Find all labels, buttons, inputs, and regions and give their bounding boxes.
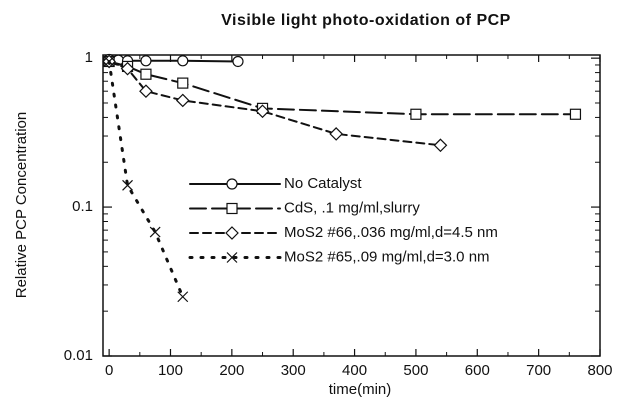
legend-marker	[226, 178, 238, 190]
marker	[140, 55, 152, 67]
legend-marker	[226, 252, 238, 263]
legend-marker	[225, 226, 239, 240]
marker	[149, 226, 161, 238]
marker	[410, 108, 422, 120]
legend-marker	[226, 202, 238, 215]
x-tick-label: 500	[403, 362, 428, 379]
x-tick-label: 800	[587, 362, 612, 379]
legend-label: CdS, .1 mg/ml,slurry	[284, 199, 420, 216]
series-line	[108, 60, 442, 147]
x-tick-label: 300	[281, 362, 306, 379]
marker	[140, 68, 152, 80]
x-tick-label: 0	[105, 362, 113, 379]
legend-label: MoS2 #65,.09 mg/ml,d=3.0 nm	[284, 248, 490, 265]
marker	[120, 61, 135, 76]
legend-label: No Catalyst	[284, 175, 362, 192]
marker	[232, 55, 244, 68]
y-tick-label: 1	[85, 49, 93, 66]
marker	[177, 55, 189, 67]
x-tick-label: 100	[158, 362, 183, 379]
marker	[569, 108, 582, 120]
marker	[122, 179, 133, 191]
marker	[177, 291, 189, 303]
marker	[329, 127, 344, 141]
marker	[175, 93, 190, 108]
marker	[433, 138, 448, 153]
x-tick-label: 200	[219, 362, 244, 379]
legend-label: MoS2 #66,.036 mg/ml,d=4.5 nm	[284, 224, 498, 241]
x-axis-label: time(min)	[329, 381, 392, 398]
y-tick-label: 0.01	[64, 347, 93, 364]
y-tick-label: 0.1	[72, 198, 93, 215]
marker	[177, 77, 189, 89]
y-axis-label: Relative PCP Concentration	[13, 112, 30, 299]
marker	[103, 56, 115, 67]
marker	[255, 104, 270, 119]
x-tick-label: 400	[342, 362, 367, 379]
plot-frame	[102, 54, 601, 357]
x-tick-label: 700	[526, 362, 551, 379]
x-tick-label: 600	[465, 362, 490, 379]
marker	[139, 84, 153, 99]
chart-title: Visible light photo-oxidation of PCP	[221, 12, 511, 29]
